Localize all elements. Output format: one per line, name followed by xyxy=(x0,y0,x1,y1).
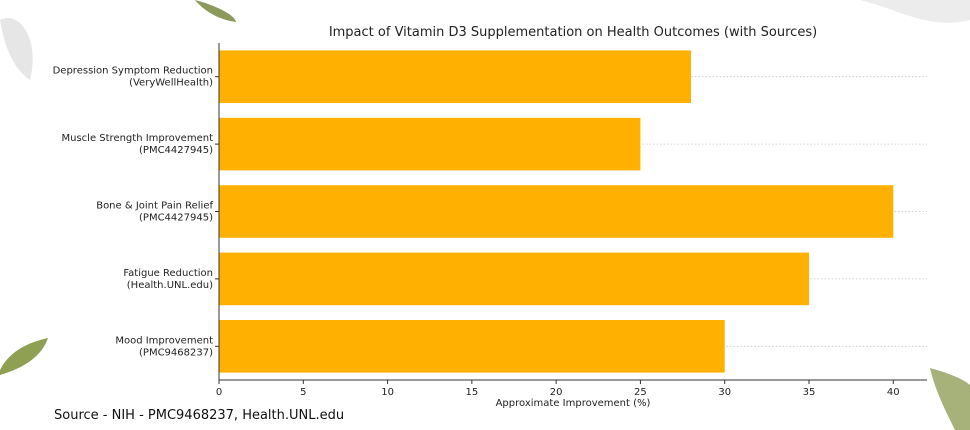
bar xyxy=(219,252,809,306)
y-tick-label: Muscle Strength Improvement xyxy=(62,133,214,144)
x-tick-label: 15 xyxy=(465,387,478,398)
y-tick-label: (PMC9468237) xyxy=(139,347,213,358)
x-tick-label: 40 xyxy=(887,387,900,398)
x-tick-label: 20 xyxy=(550,387,563,398)
y-tick-label: (VeryWellHealth) xyxy=(129,78,213,89)
y-axis-labels: Depression Symptom Reduction(VeryWellHea… xyxy=(53,66,219,358)
chart-title: Impact of Vitamin D3 Supplementation on … xyxy=(329,25,817,40)
x-axis-label: Approximate Improvement (%) xyxy=(496,398,651,409)
bar xyxy=(219,50,691,103)
x-tick-label: 5 xyxy=(300,387,306,398)
bar xyxy=(219,320,725,373)
x-tick-label: 10 xyxy=(381,387,394,398)
y-tick-label: (PMC4427945) xyxy=(139,145,213,156)
y-tick-label: Bone & Joint Pain Relief xyxy=(96,201,213,212)
x-tick-label: 35 xyxy=(803,387,816,398)
x-tick-label: 30 xyxy=(718,387,731,398)
bar xyxy=(219,185,894,238)
y-tick-label: Fatigue Reduction xyxy=(123,268,213,279)
y-tick-label: (Health.UNL.edu) xyxy=(127,280,213,291)
x-tick-label: 25 xyxy=(634,387,647,398)
bar xyxy=(219,117,641,171)
source-caption: Source - NIH - PMC9468237, Health.UNL.ed… xyxy=(54,408,345,423)
x-tick-label: 0 xyxy=(216,387,222,398)
bars-group xyxy=(219,50,894,373)
y-tick-label: Depression Symptom Reduction xyxy=(53,66,213,77)
x-axis-ticks: 0 5 10 15 20 25 30 35 40 xyxy=(216,380,900,398)
y-tick-label: (PMC4427945) xyxy=(139,213,213,224)
y-tick-label: Mood Improvement xyxy=(115,335,213,346)
